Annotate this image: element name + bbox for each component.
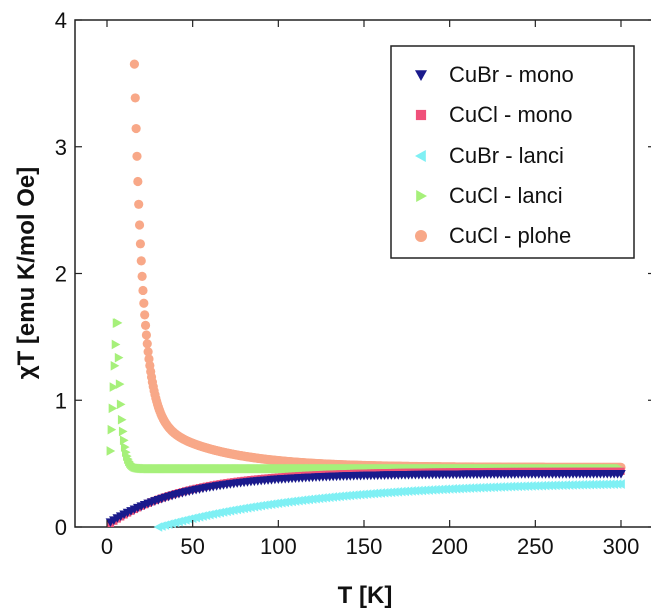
data-point: [616, 469, 626, 479]
data-point: [252, 501, 262, 511]
data-point: [218, 507, 228, 517]
data-point: [616, 479, 625, 489]
data-point: [116, 399, 126, 410]
legend-label-cubr-mono: CuBr - mono: [449, 62, 574, 87]
data-point: [136, 256, 146, 266]
legend-label-cucl-mono: CuCl - mono: [449, 102, 572, 127]
data-point: [139, 298, 149, 308]
x-tick-label: 50: [180, 534, 204, 559]
data-point: [134, 220, 145, 230]
data-point: [109, 382, 119, 392]
legend-marker: [415, 109, 427, 121]
data-point: [129, 59, 140, 69]
legend-marker: [415, 70, 427, 81]
data-point: [131, 123, 141, 134]
data-point: [134, 199, 144, 209]
legend-marker: [416, 190, 427, 202]
data-point: [208, 509, 218, 519]
data-point: [140, 320, 151, 330]
data-point: [141, 330, 152, 340]
y-tick-label: 1: [55, 388, 67, 413]
data-point: [137, 271, 147, 281]
x-tick-label: 100: [260, 534, 297, 559]
series-layer: [105, 59, 626, 532]
data-point: [106, 446, 116, 456]
data-point: [110, 360, 120, 371]
legend-marker: [415, 150, 426, 162]
x-tick-label: 250: [517, 534, 554, 559]
data-point: [119, 435, 129, 446]
data-point: [138, 285, 148, 296]
data-point: [232, 504, 242, 515]
x-axis-title: T [K]: [338, 582, 393, 609]
legend-label-cucl-plohe: CuCl - plohe: [449, 223, 571, 248]
y-tick-label: 2: [55, 262, 67, 287]
data-point: [108, 403, 118, 414]
data-point: [242, 502, 252, 513]
data-point: [111, 339, 121, 350]
data-point: [115, 379, 125, 389]
data-point: [228, 505, 238, 515]
x-tick-label: 0: [101, 534, 113, 559]
series-cubr-lanci: [153, 479, 625, 532]
data-point: [246, 502, 255, 513]
data-point: [107, 424, 117, 435]
data-point: [132, 151, 142, 161]
data-point: [133, 176, 143, 187]
legend-label-cubr-lanci: CuBr - lanci: [449, 143, 564, 168]
series-cubr-mono: [105, 469, 626, 528]
x-tick-label: 200: [431, 534, 468, 559]
data-point: [225, 505, 235, 516]
legend-label-cucl-lanci: CuCl - lanci: [449, 183, 563, 208]
data-point: [256, 500, 266, 511]
data-point: [118, 426, 128, 437]
data-point: [211, 508, 221, 519]
data-point: [143, 347, 153, 357]
data-point: [130, 93, 140, 103]
y-axis-title: χT [emu K/mol Oe]: [13, 167, 40, 380]
axis-ticks: 0 50 100 150 200 250 300 0 1 2 3 4: [55, 8, 651, 559]
data-point: [114, 352, 124, 363]
data-point: [222, 506, 231, 517]
data-point: [204, 509, 214, 520]
legend: CuBr - mono CuCl - mono CuBr - lanci CuC…: [390, 45, 635, 259]
y-tick-label: 0: [55, 515, 67, 540]
data-point: [235, 504, 245, 514]
x-tick-label: 150: [346, 534, 383, 559]
data-point: [142, 339, 152, 349]
legend-box: [390, 45, 635, 259]
data-point: [117, 414, 127, 425]
x-tick-label: 300: [603, 534, 640, 559]
legend-marker: [415, 230, 427, 242]
data-point: [249, 501, 259, 512]
y-tick-label: 4: [55, 8, 67, 33]
series-cucl-lanci: [106, 318, 626, 474]
data-point: [215, 507, 224, 518]
data-point: [113, 318, 123, 328]
data-point: [239, 503, 248, 514]
legend-markers: [415, 70, 427, 242]
data-point: [140, 310, 150, 320]
y-tick-label: 3: [55, 135, 67, 160]
data-point: [135, 239, 146, 249]
